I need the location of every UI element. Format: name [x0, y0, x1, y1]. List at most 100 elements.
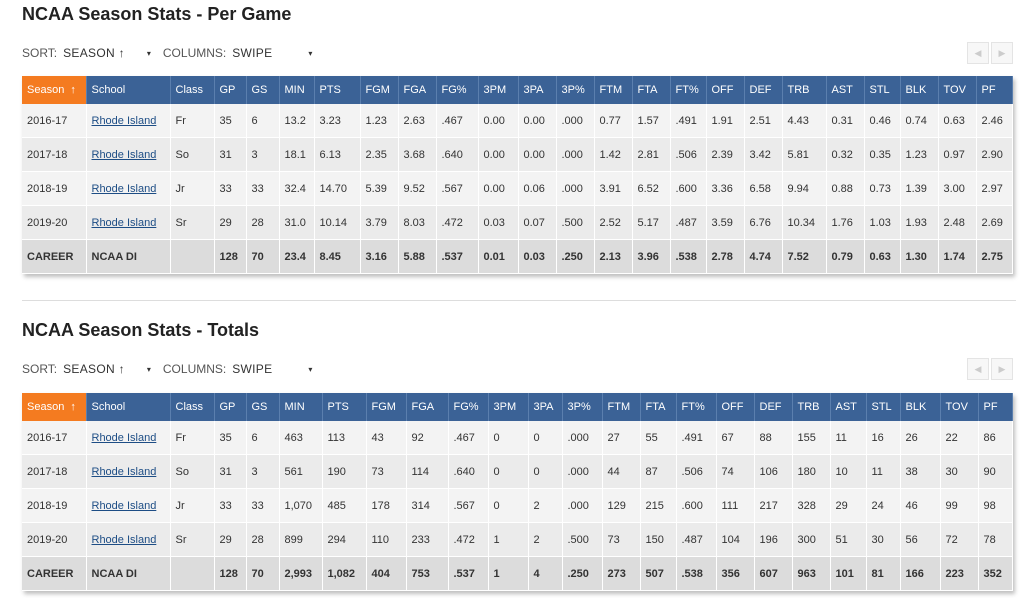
- column-header[interactable]: FGA: [406, 393, 449, 421]
- cell: 233: [406, 522, 449, 557]
- school-link[interactable]: Rhode Island: [91, 148, 157, 161]
- column-header[interactable]: Season ↑: [22, 393, 87, 421]
- cell: 1: [488, 522, 529, 557]
- cell: .000: [562, 421, 603, 455]
- school-link[interactable]: Rhode Island: [91, 499, 157, 512]
- pager: ◀ ▶: [967, 42, 1013, 64]
- column-header[interactable]: PF: [978, 393, 1013, 421]
- header-text: PTS: [327, 401, 349, 413]
- column-header[interactable]: GS: [246, 393, 280, 421]
- header-text: DEF: [759, 401, 782, 413]
- cell: 0.88: [826, 171, 865, 206]
- header-text: FT%: [675, 84, 699, 96]
- school-link[interactable]: Rhode Island: [91, 465, 157, 478]
- column-header[interactable]: TRB: [782, 76, 827, 104]
- column-header[interactable]: FTA: [632, 76, 671, 104]
- cell: 356: [716, 556, 755, 591]
- column-header[interactable]: FTM: [594, 76, 633, 104]
- column-header[interactable]: PF: [976, 76, 1013, 104]
- column-header[interactable]: FGA: [398, 76, 437, 104]
- column-header[interactable]: 3P%: [556, 76, 595, 104]
- cell: 1.76: [826, 205, 865, 240]
- cell: 273: [602, 556, 641, 591]
- column-header[interactable]: GS: [246, 76, 280, 104]
- cell: 128: [214, 556, 247, 591]
- cell: Rhode Island: [86, 104, 171, 138]
- sort-arrow: ↑: [70, 401, 76, 413]
- column-header[interactable]: OFF: [716, 393, 755, 421]
- column-header[interactable]: TRB: [792, 393, 831, 421]
- cell: 26: [900, 421, 941, 455]
- column-header[interactable]: 3PA: [518, 76, 557, 104]
- header-text: GP: [219, 84, 236, 96]
- column-header[interactable]: STL: [866, 393, 901, 421]
- column-header[interactable]: GP: [214, 76, 247, 104]
- cell: Sr: [170, 205, 215, 240]
- stats-table: Season ↑ School Class GP GS MIN PTS FGM FGA FG% 3PM…: [22, 393, 1013, 591]
- column-header[interactable]: FG%: [436, 76, 479, 104]
- school-link[interactable]: Rhode Island: [91, 431, 157, 444]
- pager-button[interactable]: ▶: [991, 358, 1013, 380]
- column-header[interactable]: PTS: [322, 393, 367, 421]
- columns-dropdown[interactable]: SWIPE: [232, 46, 273, 60]
- cell: 104: [716, 522, 755, 557]
- cell: 31: [214, 137, 247, 172]
- columns-dropdown[interactable]: SWIPE: [232, 362, 273, 376]
- sort-dropdown[interactable]: SEASON ↑: [63, 362, 125, 376]
- column-header[interactable]: 3PM: [478, 76, 519, 104]
- cell: 2017-18: [22, 137, 87, 172]
- pager-button[interactable]: ▶: [991, 42, 1013, 64]
- column-header[interactable]: STL: [864, 76, 901, 104]
- column-header[interactable]: FT%: [676, 393, 717, 421]
- cell: 78: [978, 522, 1013, 557]
- column-header[interactable]: FTA: [640, 393, 677, 421]
- pager-button[interactable]: ◀: [967, 42, 989, 64]
- column-header[interactable]: Class: [170, 393, 215, 421]
- cell: .506: [676, 454, 717, 489]
- column-header[interactable]: DEF: [754, 393, 793, 421]
- column-header[interactable]: DEF: [744, 76, 783, 104]
- column-header[interactable]: 3PM: [488, 393, 529, 421]
- school-link[interactable]: Rhode Island: [91, 533, 157, 546]
- column-header[interactable]: MIN: [279, 393, 323, 421]
- column-header[interactable]: School: [86, 393, 171, 421]
- column-header[interactable]: School: [86, 76, 171, 104]
- header-text: FTA: [637, 84, 658, 96]
- column-header[interactable]: BLK: [900, 393, 941, 421]
- cell: .472: [448, 522, 489, 557]
- school-link[interactable]: Rhode Island: [91, 114, 157, 127]
- column-header[interactable]: AST: [826, 76, 865, 104]
- cell: .472: [436, 205, 479, 240]
- column-header[interactable]: 3P%: [562, 393, 603, 421]
- column-header[interactable]: TOV: [940, 393, 979, 421]
- column-header[interactable]: 3PA: [528, 393, 563, 421]
- cell: 2018-19: [22, 171, 87, 206]
- school-link[interactable]: Rhode Island: [91, 216, 157, 229]
- column-header[interactable]: TOV: [938, 76, 977, 104]
- cell: 3.96: [632, 239, 671, 274]
- cell: 1.03: [864, 205, 901, 240]
- cell: 35: [214, 421, 247, 455]
- pager-button[interactable]: ◀: [967, 358, 989, 380]
- column-header[interactable]: FTM: [602, 393, 641, 421]
- school-link[interactable]: Rhode Island: [91, 182, 157, 195]
- column-header[interactable]: Class: [170, 76, 215, 104]
- column-header[interactable]: Season ↑: [22, 76, 87, 104]
- column-header[interactable]: GP: [214, 393, 247, 421]
- column-header[interactable]: FG%: [448, 393, 489, 421]
- column-header[interactable]: FGM: [360, 76, 399, 104]
- column-header[interactable]: MIN: [279, 76, 315, 104]
- column-header[interactable]: AST: [830, 393, 867, 421]
- cell: .000: [556, 171, 595, 206]
- column-header[interactable]: FGM: [366, 393, 407, 421]
- column-header[interactable]: FT%: [670, 76, 707, 104]
- header-row: Season ↑ School Class GP GS MIN PTS FGM FGA FG% 3PM…: [22, 393, 1013, 421]
- column-header[interactable]: BLK: [900, 76, 939, 104]
- column-header[interactable]: OFF: [706, 76, 745, 104]
- cell: 180: [792, 454, 831, 489]
- column-header[interactable]: PTS: [314, 76, 361, 104]
- cell: 114: [406, 454, 449, 489]
- cell: 87: [640, 454, 677, 489]
- sort-dropdown[interactable]: SEASON ↑: [63, 46, 125, 60]
- header-text: DEF: [749, 84, 772, 96]
